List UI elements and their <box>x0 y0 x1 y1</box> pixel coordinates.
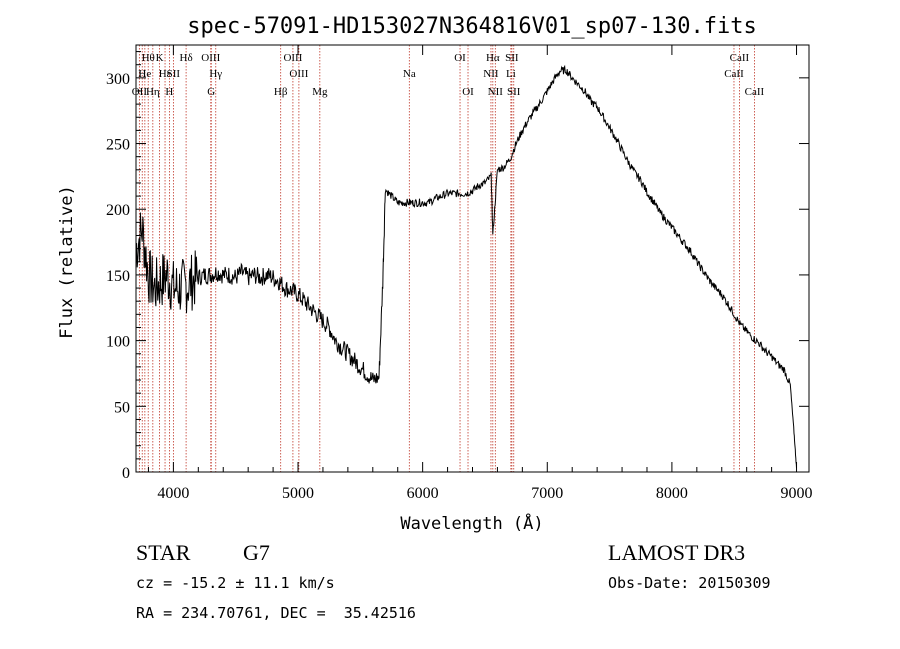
line-label: OIII <box>201 52 220 64</box>
obs-date: Obs-Date: 20150309 <box>608 574 771 592</box>
line-label: OII <box>132 86 148 98</box>
line-label: Hα <box>486 52 500 64</box>
y-tick-label: 200 <box>106 202 130 219</box>
line-label: SII <box>167 68 181 80</box>
line-markers <box>138 45 755 472</box>
line-label: K <box>156 52 164 64</box>
y-tick-label: 50 <box>114 399 130 416</box>
line-label: OI <box>462 86 474 98</box>
x-tick-label: 5000 <box>282 485 314 502</box>
y-ticks: 0 50 100 150 200 250 300 <box>106 51 809 482</box>
line-label: OI <box>454 52 466 64</box>
line-label: CaII <box>730 52 750 64</box>
x-tick-label: 7000 <box>531 485 563 502</box>
line-label: OIII <box>289 68 308 80</box>
line-label: OIII <box>283 52 302 64</box>
y-tick-label: 100 <box>106 334 130 351</box>
line-label: Hε <box>159 68 172 80</box>
y-tick-label: 250 <box>106 137 130 154</box>
line-label: NII <box>483 68 499 80</box>
line-label: SII <box>505 52 519 64</box>
line-label: G <box>207 86 215 98</box>
plot-frame <box>135 44 810 473</box>
y-tick-label: 150 <box>106 268 130 285</box>
x-tick-label: 4000 <box>157 485 189 502</box>
line-label: CaII <box>745 86 765 98</box>
x-tick-label: 9000 <box>781 485 813 502</box>
line-label: SII <box>507 86 521 98</box>
redshift-text: cz = -15.2 ± 11.1 km/s <box>136 574 335 592</box>
y-tick-label: 0 <box>122 465 130 482</box>
x-ticks: 4000 5000 6000 7000 8000 9000 <box>147 45 813 502</box>
chart-title: spec-57091-HD153027N364816V01_sp07-130.f… <box>187 14 757 39</box>
x-axis-label: Wavelength (Å) <box>400 512 543 534</box>
spectrum-line <box>135 64 797 469</box>
coordinates: RA = 234.70761, DEC = 35.42516 <box>136 604 416 622</box>
line-label: Na <box>403 68 416 80</box>
line-label: Hβ <box>274 86 288 98</box>
survey-name: LAMOST DR3 <box>608 540 746 565</box>
y-tick-label: 300 <box>106 71 130 88</box>
line-label: H <box>138 68 146 80</box>
line-label: Hθ <box>142 52 155 64</box>
line-label: Hη <box>146 86 160 98</box>
object-type: STAR <box>136 540 191 565</box>
line-label: H <box>165 86 173 98</box>
line-label: Hδ <box>180 52 193 64</box>
y-axis-label: Flux (relative) <box>57 185 77 339</box>
line-label: Li <box>506 68 516 80</box>
line-label: NII <box>488 86 504 98</box>
x-tick-label: 6000 <box>407 485 439 502</box>
line-label: CaII <box>724 68 744 80</box>
line-label: Hγ <box>209 68 222 80</box>
spectral-subclass: G7 <box>243 540 270 565</box>
x-tick-label: 8000 <box>656 485 688 502</box>
line-label: He <box>138 68 151 80</box>
line-label: Mg <box>312 86 328 98</box>
